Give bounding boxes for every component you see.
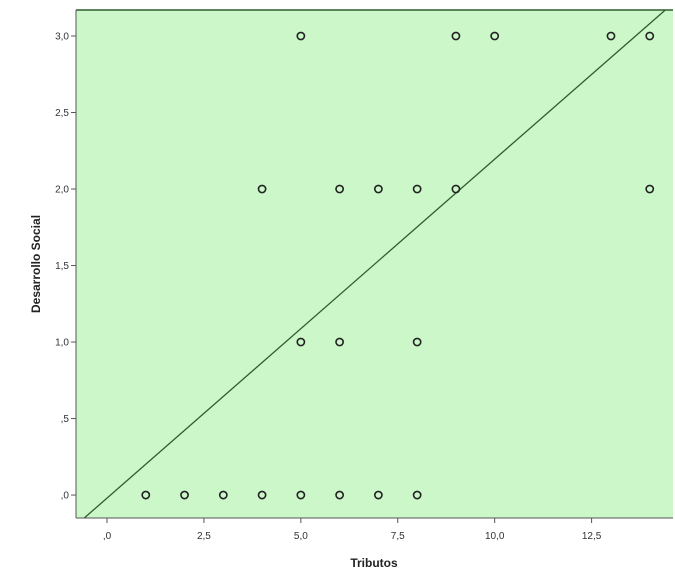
y-tick-label: 3,0 [55,32,69,43]
data-point [645,31,655,41]
y-tick-label: 2,5 [55,108,69,119]
data-point [412,184,422,194]
data-point [645,184,655,194]
x-tick-label: 2,5 [197,531,211,542]
data-point [296,337,306,347]
data-point [335,490,345,500]
data-point [373,184,383,194]
data-point [335,337,345,347]
data-point [373,490,383,500]
data-point [412,337,422,347]
x-tick-label: 12,5 [582,531,602,542]
data-point [296,490,306,500]
x-tick-label: 10,0 [485,531,505,542]
y-tick-label: 2,0 [55,185,69,196]
data-point [490,31,500,41]
data-point [335,184,345,194]
y-axis-title: Desarrollo Social [29,215,43,313]
data-point [296,31,306,41]
data-point [141,490,151,500]
data-point [606,31,616,41]
x-tick-label: 5,0 [294,531,308,542]
data-point [257,490,267,500]
fit-line [83,9,666,519]
y-tick-label: 1,5 [55,261,69,272]
data-point [180,490,189,500]
data-point [451,31,461,41]
y-tick-label: 1,0 [55,338,69,349]
data-point [451,184,461,194]
data-point [412,490,422,500]
y-tick-label: ,0 [61,491,70,502]
x-tick-label: 7,5 [391,531,405,542]
data-point [257,184,267,194]
y-tick-label: ,5 [61,414,70,425]
data-point [218,490,228,500]
x-axis-title: Tributos [350,556,398,570]
x-tick-label: ,0 [103,531,112,542]
